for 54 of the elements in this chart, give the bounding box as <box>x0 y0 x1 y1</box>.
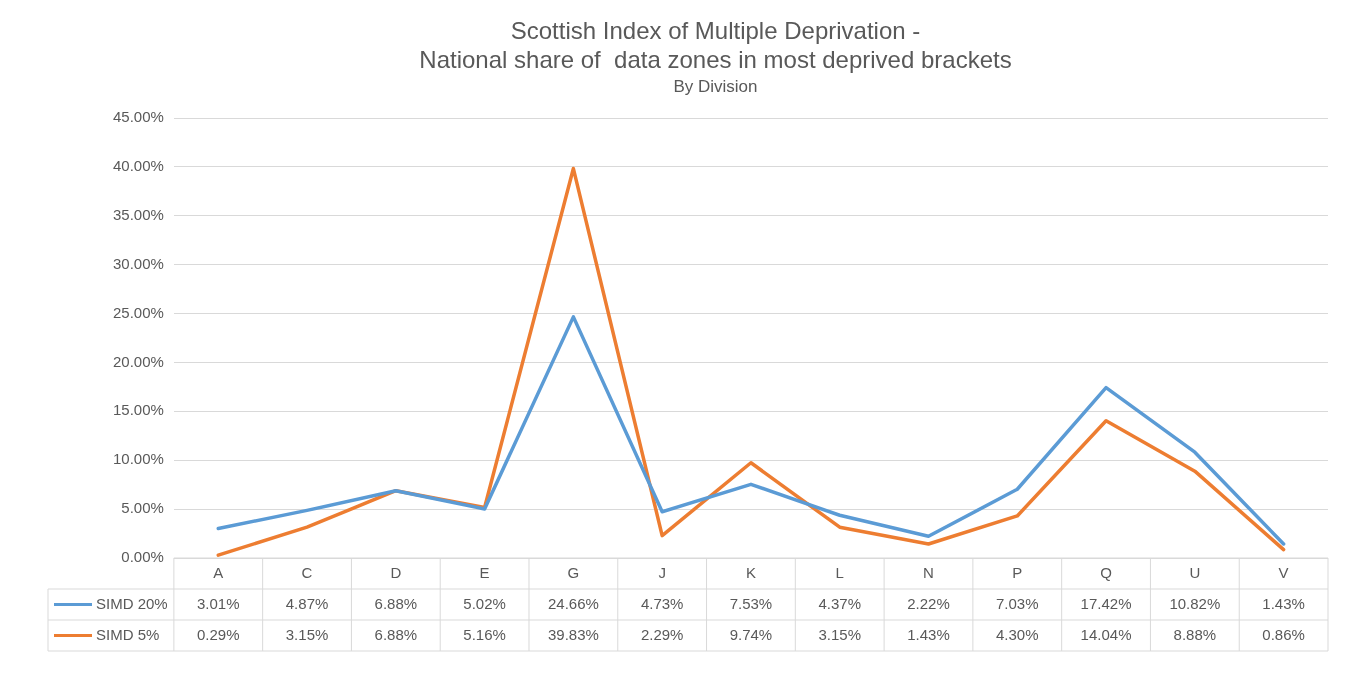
y-tick-label: 10.00% <box>113 450 164 468</box>
x-tick-label: P <box>1012 563 1023 581</box>
data-label: 39.83% <box>547 625 599 643</box>
data-label: 4.87% <box>285 594 329 612</box>
y-tick-label: 40.00% <box>113 157 164 175</box>
text: Scottish Index of Multiple Deprivation - <box>510 17 921 45</box>
data-label: 7.53% <box>729 594 773 612</box>
data-label: 4.30% <box>996 625 1039 643</box>
x-tick-label: E <box>479 563 490 581</box>
y-tick-label: 25.00% <box>113 303 164 321</box>
x-tick-label: L <box>835 563 844 581</box>
text: National share of data zones in most deprived brackets <box>419 45 1012 73</box>
data-label: 14.04% <box>1080 625 1132 643</box>
x-tick-label: C <box>301 563 313 581</box>
data-label: 7.03% <box>996 594 1039 612</box>
data-label: 6.88% <box>374 625 418 643</box>
data-label: 17.42% <box>1080 594 1132 612</box>
data-label: 4.73% <box>640 594 684 612</box>
x-tick-label: K <box>745 563 756 581</box>
data-label: 3.15% <box>818 625 861 643</box>
y-tick-label: 45.00% <box>113 108 164 126</box>
chart-subtitle: By Division <box>673 77 758 97</box>
data-label: 1.43% <box>1262 594 1305 612</box>
data-label: 5.16% <box>463 625 506 643</box>
x-tick-label: D <box>390 563 402 581</box>
x-tick-label: N <box>923 563 934 581</box>
data-label: 5.02% <box>463 594 506 612</box>
data-label: 4.37% <box>818 594 861 612</box>
legend-label: SIMD 5% <box>96 625 160 643</box>
y-tick-label: 15.00% <box>113 401 164 419</box>
x-tick-label: J <box>658 563 666 581</box>
data-label: 8.88% <box>1173 625 1217 643</box>
data-label: 6.88% <box>374 594 418 612</box>
x-tick-label: G <box>567 563 580 581</box>
legend-label: SIMD 20% <box>96 594 168 612</box>
y-tick-label: 35.00% <box>113 205 164 223</box>
data-label: 2.22% <box>907 594 950 612</box>
y-tick-label: 5.00% <box>121 499 164 517</box>
data-label: 9.74% <box>729 625 773 643</box>
y-tick-label: 20.00% <box>113 352 164 370</box>
data-label: 3.01% <box>196 594 240 612</box>
data-label: 0.86% <box>1262 625 1305 643</box>
data-label: 24.66% <box>547 594 599 612</box>
y-tick-label: 0.00% <box>121 548 164 566</box>
x-tick-label: Q <box>1100 563 1112 581</box>
data-label: 2.29% <box>640 625 684 643</box>
data-label: 0.29% <box>196 625 240 643</box>
x-tick-label: V <box>1278 563 1289 581</box>
x-tick-label: A <box>213 563 224 581</box>
x-tick-label: U <box>1189 563 1201 581</box>
data-label: 1.43% <box>907 625 950 643</box>
y-tick-label: 30.00% <box>113 254 164 272</box>
data-label: 3.15% <box>285 625 329 643</box>
data-label: 10.82% <box>1169 594 1221 612</box>
